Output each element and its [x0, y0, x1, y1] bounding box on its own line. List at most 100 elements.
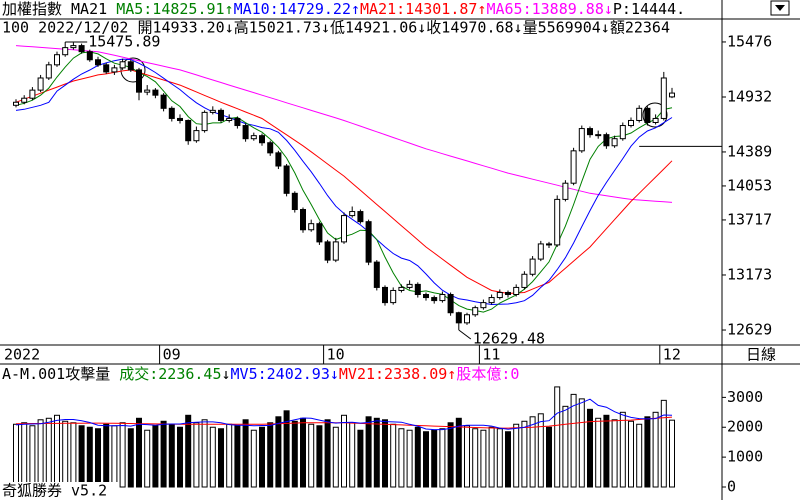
candle-body: [439, 294, 446, 302]
candle-body: [628, 119, 634, 127]
candle-body: [472, 307, 479, 316]
volume-bar: [513, 423, 520, 488]
watermark-bg: [0, 482, 118, 500]
volume-bar: [562, 405, 569, 488]
candle-body: [275, 152, 282, 167]
candle-body: [521, 273, 528, 288]
header-segment: MV21:2338.09↑: [339, 365, 456, 383]
candle-body: [119, 61, 126, 69]
candle-body: [431, 297, 438, 302]
candle-body: [168, 107, 175, 119]
candle-body: [406, 283, 413, 288]
candle-body: [382, 286, 388, 304]
candle-body: [29, 89, 36, 99]
candle-body: [414, 283, 421, 296]
candle-body: [54, 54, 60, 66]
header-segment: P:14444.: [613, 0, 685, 18]
volume-bar: [644, 416, 651, 488]
candle-body: [398, 286, 405, 291]
candle-body: [636, 107, 643, 121]
volume-bar: [201, 419, 208, 488]
header-segment: MA5:14825.91↑: [116, 0, 233, 18]
candle-body: [13, 101, 19, 106]
candle-body: [349, 211, 356, 217]
volume-bar: [619, 411, 626, 488]
candle-body: [570, 150, 577, 184]
candle-body: [103, 64, 110, 73]
volume-bar: [660, 399, 667, 488]
volume-bar: [250, 429, 257, 488]
price-plot: [13, 41, 722, 330]
volume-bar: [373, 417, 380, 488]
annotation-label: 12629.48: [473, 329, 545, 347]
volume-average-line: [15, 398, 673, 431]
volume-bar: [209, 426, 216, 488]
volume-bar: [300, 417, 306, 488]
watermark: 奇狐勝券 v5.2: [2, 482, 107, 500]
candle-body: [513, 286, 520, 296]
volume-bar: [587, 408, 593, 488]
volume-bar: [177, 426, 183, 488]
candle-body: [595, 134, 602, 137]
volume-bar: [611, 419, 618, 488]
candle-body: [324, 241, 331, 261]
volume-bar: [308, 423, 315, 488]
volume-bar: [349, 422, 356, 488]
volume-bar: [447, 422, 454, 488]
volume-bar: [185, 414, 192, 488]
candle-body: [185, 119, 192, 142]
candle-body: [652, 117, 659, 123]
volume-bar: [578, 398, 585, 488]
candle-body: [316, 223, 323, 243]
volume-bar: [226, 423, 233, 488]
candle-body: [537, 243, 544, 260]
y-tick-label: 1000: [727, 448, 763, 466]
x-tick-label: 12: [663, 346, 681, 364]
volume-bar: [398, 428, 405, 488]
volume-bar: [111, 425, 118, 488]
candle-body: [291, 192, 298, 211]
candle-body: [136, 69, 142, 93]
candle-body: [242, 125, 249, 140]
candle-body: [160, 94, 167, 109]
candle-body: [86, 51, 93, 61]
volume-bar: [669, 419, 675, 488]
y-tick-label: 0: [727, 478, 736, 496]
volume-bar: [267, 422, 274, 488]
candle-body: [554, 198, 561, 246]
volume-bar: [78, 425, 85, 488]
candle-body: [78, 45, 85, 53]
volume-bar: [628, 420, 634, 488]
candle-body: [587, 128, 593, 136]
volume-bar: [357, 429, 364, 488]
volume-bar: [275, 416, 282, 488]
candle-body: [365, 221, 372, 263]
header-segment: 股本億:0: [456, 365, 519, 383]
candle-body: [357, 211, 364, 223]
header-segment: MA21:14301.87↑: [360, 0, 486, 18]
candle-body: [267, 142, 274, 154]
volume-bar: [324, 419, 331, 488]
candle-body: [234, 117, 241, 127]
header-segment: MV5:2402.93↓: [231, 365, 339, 383]
volume-bar: [537, 413, 544, 488]
volume-bar: [603, 414, 610, 488]
candle-body: [95, 59, 101, 66]
volume-bar: [13, 423, 19, 488]
candle-body: [177, 117, 183, 121]
candle-body: [611, 138, 618, 147]
quote-line: 100 2022/12/02 開14933.20↓高15021.73↓低1492…: [2, 19, 670, 37]
header-segment: MA65:13889.88↓: [486, 0, 612, 18]
volume-bar: [193, 422, 200, 488]
header-segment: A-M.001攻擊量: [2, 365, 119, 383]
volume-plot: [13, 386, 675, 488]
volume-bar: [529, 416, 536, 488]
period-label: 日線: [746, 346, 776, 364]
candle-body: [488, 297, 495, 304]
volume-bar: [86, 426, 93, 488]
marker-circle: [642, 102, 668, 128]
volume-bar: [152, 425, 159, 488]
y-tick-label: 12629: [727, 321, 772, 339]
y-tick-label: 2000: [727, 418, 763, 436]
